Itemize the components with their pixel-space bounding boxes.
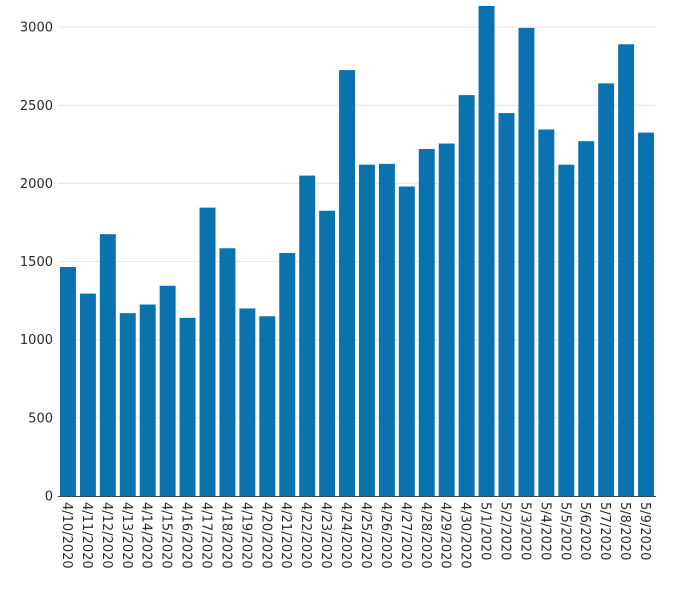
y-tick-label: 3000 bbox=[20, 21, 53, 36]
y-axis-ticks: 0 500 1000 1500 2000 2500 3000 bbox=[20, 21, 53, 505]
x-tick-label: 4/11/2020 bbox=[79, 502, 94, 569]
x-axis-ticks: 4/10/2020 4/11/2020 4/12/2020 4/13/2020 4/14… bbox=[59, 502, 652, 569]
x-tick-label: 4/20/2020 bbox=[258, 502, 273, 569]
bar bbox=[538, 129, 555, 497]
bar bbox=[438, 143, 455, 497]
bar bbox=[79, 293, 96, 496]
bar bbox=[518, 27, 535, 496]
x-tick-label: 4/15/2020 bbox=[159, 502, 174, 569]
bar bbox=[139, 304, 156, 496]
x-tick-label: 5/6/2020 bbox=[577, 502, 592, 560]
x-tick-label: 4/16/2020 bbox=[179, 502, 194, 569]
bar bbox=[418, 149, 435, 496]
bar bbox=[638, 132, 655, 496]
y-tick-label: 2000 bbox=[20, 177, 53, 192]
x-tick-label: 4/21/2020 bbox=[278, 502, 293, 569]
bar bbox=[279, 252, 296, 496]
bar bbox=[259, 316, 276, 496]
x-tick-label: 4/25/2020 bbox=[358, 502, 373, 569]
bar bbox=[299, 175, 316, 496]
x-tick-label: 4/12/2020 bbox=[99, 502, 114, 569]
x-tick-label: 5/7/2020 bbox=[597, 502, 612, 560]
bar bbox=[358, 164, 375, 496]
x-tick-label: 4/30/2020 bbox=[458, 502, 473, 569]
y-tick-label: 0 bbox=[45, 490, 53, 505]
y-tick-label: 1500 bbox=[20, 255, 53, 270]
bar bbox=[618, 44, 635, 496]
x-tick-label: 5/5/2020 bbox=[557, 502, 572, 560]
bar bbox=[578, 141, 595, 496]
bar bbox=[319, 210, 336, 496]
bar bbox=[239, 308, 256, 496]
bar bbox=[99, 234, 116, 496]
bar bbox=[558, 164, 575, 496]
y-tick-label: 2500 bbox=[20, 99, 53, 114]
bars bbox=[59, 6, 655, 497]
x-tick-label: 5/2/2020 bbox=[498, 502, 513, 560]
bar bbox=[159, 285, 176, 496]
x-tick-label: 4/24/2020 bbox=[338, 502, 353, 569]
x-tick-label: 4/13/2020 bbox=[119, 502, 134, 569]
bar bbox=[498, 113, 515, 496]
x-tick-label: 4/27/2020 bbox=[398, 502, 413, 569]
x-tick-label: 4/29/2020 bbox=[438, 502, 453, 569]
x-tick-label: 4/22/2020 bbox=[298, 502, 313, 569]
x-tick-label: 4/26/2020 bbox=[378, 502, 393, 569]
x-tick-label: 4/18/2020 bbox=[218, 502, 233, 569]
bar bbox=[339, 70, 356, 496]
bar bbox=[179, 317, 196, 496]
x-tick-label: 5/9/2020 bbox=[637, 502, 652, 560]
x-tick-label: 4/23/2020 bbox=[318, 502, 333, 569]
x-tick-label: 4/28/2020 bbox=[418, 502, 433, 569]
x-tick-label: 5/4/2020 bbox=[537, 502, 552, 560]
x-tick-label: 5/8/2020 bbox=[617, 502, 632, 560]
x-tick-label: 4/10/2020 bbox=[59, 502, 74, 569]
bar bbox=[199, 207, 216, 496]
bar bbox=[398, 186, 415, 496]
y-gridlines bbox=[58, 26, 656, 419]
bar bbox=[598, 83, 615, 497]
bar bbox=[378, 163, 395, 497]
bar bbox=[59, 267, 76, 496]
x-tick-label: 5/1/2020 bbox=[478, 502, 493, 560]
x-tick-label: 4/19/2020 bbox=[238, 502, 253, 569]
bar bbox=[219, 248, 236, 496]
x-tick-label: 4/14/2020 bbox=[139, 502, 154, 569]
y-tick-label: 500 bbox=[28, 411, 53, 426]
bar bbox=[458, 95, 475, 496]
bar bbox=[478, 6, 495, 496]
x-tick-label: 4/17/2020 bbox=[199, 502, 214, 569]
x-tick-label: 5/3/2020 bbox=[517, 502, 532, 560]
bar bbox=[119, 313, 136, 496]
y-tick-label: 1000 bbox=[20, 333, 53, 348]
